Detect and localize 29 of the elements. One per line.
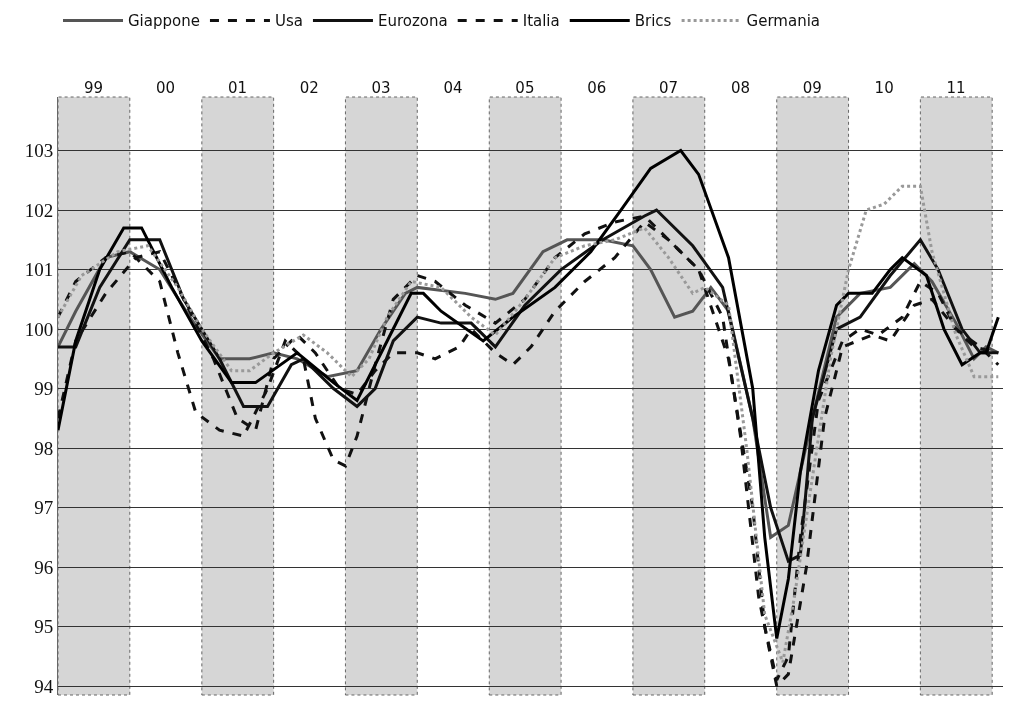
y-tick-label: 99 [34,378,54,400]
y-tick-label: 95 [34,616,54,638]
x-tick-label: 00 [156,79,176,97]
y-tick-label: 97 [34,497,54,519]
legend-label: Italia [522,12,560,31]
x-tick-label: 01 [227,79,247,97]
x-tick-label: 04 [443,79,463,97]
x-tick-label: 99 [84,79,104,97]
y-tick-label: 103 [24,140,54,162]
legend-label: Brics [634,12,672,31]
x-tick-label: 08 [730,79,751,97]
y-tick-label: 96 [34,556,54,578]
y-tick-label: 101 [24,259,54,281]
legend-label: Usa [274,12,303,31]
x-tick-label: 05 [515,79,535,97]
legend-label: Germania [746,12,821,31]
y-tick-label: 102 [24,199,54,221]
y-tick-label: 100 [24,318,54,340]
legend-label: Eurozona [377,12,448,31]
x-tick-label: 11 [946,79,966,97]
x-tick-label: 02 [299,79,319,97]
x-tick-label: 07 [658,79,679,97]
y-tick-label: 94 [34,675,54,697]
x-tick-label: 03 [371,79,391,97]
y-tick-label: 98 [34,437,54,459]
x-tick-label: 09 [802,79,822,97]
legend-label: Giappone [128,12,200,31]
x-tick-label: 06 [587,79,607,97]
x-tick-label: 10 [874,79,894,97]
